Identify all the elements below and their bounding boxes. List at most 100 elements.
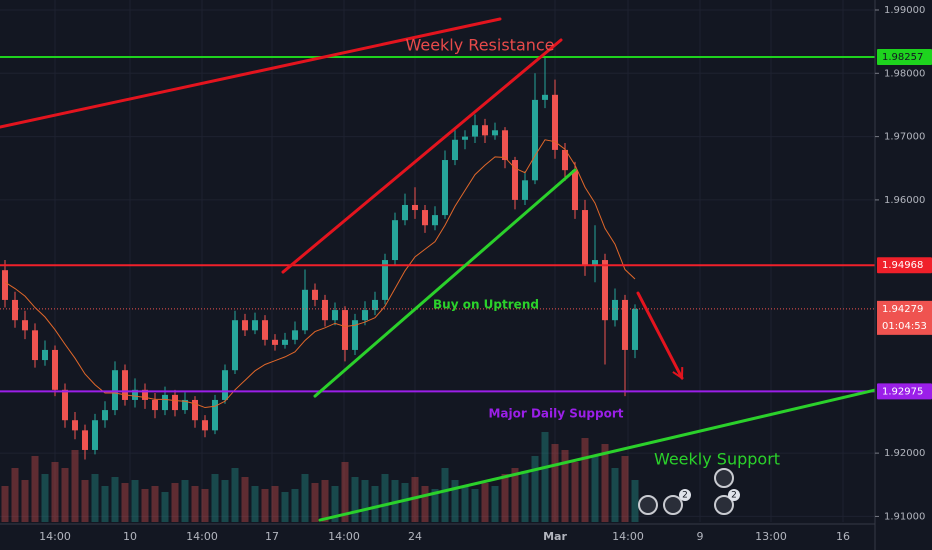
y-tick-label: 1.92000 (884, 448, 925, 459)
candle-body (92, 420, 98, 450)
volume-bar (101, 486, 109, 522)
candle-body (632, 308, 638, 350)
candle-body (562, 149, 568, 171)
candle-body (542, 94, 548, 100)
candle-body (452, 139, 458, 161)
volume-bar (601, 444, 609, 522)
volume-bar (461, 486, 469, 522)
candle-body (312, 289, 318, 300)
candle-body (442, 160, 448, 216)
price-label: 1.94968 (882, 260, 923, 271)
trend-line (281, 38, 563, 274)
candle-body (222, 370, 228, 400)
candle-body (72, 420, 78, 431)
candle-body (152, 399, 158, 411)
event-icon[interactable] (714, 495, 734, 515)
volume-bar (581, 438, 589, 522)
trend-line (636, 291, 684, 380)
event-icon[interactable] (714, 468, 734, 488)
event-icon[interactable] (663, 495, 683, 515)
candle-body (292, 330, 298, 340)
trend-line (313, 168, 577, 398)
volume-bar (441, 468, 449, 522)
moving-average (4, 139, 636, 409)
candle-body (192, 399, 198, 421)
candle-body (62, 389, 68, 421)
volume-bar (321, 480, 329, 522)
volume-bar (211, 474, 219, 522)
event-badge-text: 2 (731, 491, 737, 501)
x-tick-label: 24 (408, 530, 422, 543)
x-tick-label: 16 (836, 530, 850, 543)
candle-body (382, 260, 388, 300)
candle-body (172, 394, 178, 411)
candle-body (482, 125, 488, 136)
candle-body (602, 260, 608, 321)
volume-bar (261, 489, 269, 522)
candle-body (22, 320, 28, 331)
candle-body (552, 94, 558, 150)
volume-bar (451, 480, 459, 522)
volume-bar (11, 468, 19, 522)
volume-bar (361, 480, 369, 522)
volume-bar (511, 468, 519, 522)
candle-body (622, 299, 628, 350)
candle-body (202, 420, 208, 431)
volume-bar (241, 477, 249, 522)
trend-line (0, 17, 502, 129)
volume-bar (431, 489, 439, 522)
last-price-box (877, 300, 932, 335)
volume-bar (611, 468, 619, 522)
volume-bar (281, 492, 289, 522)
volume-bar (201, 489, 209, 522)
x-tick-label: 14:00 (612, 530, 644, 543)
volume-bar (331, 486, 339, 522)
candle-body (112, 370, 118, 411)
candle-body (2, 270, 8, 300)
volume-bar (181, 480, 189, 522)
candle-body (122, 370, 128, 400)
volume-bar (271, 486, 279, 522)
volume-bar (81, 480, 89, 522)
price-label-box (877, 49, 932, 66)
volume-bar (91, 474, 99, 522)
volume-bar (551, 444, 559, 522)
candle-body (492, 130, 498, 136)
volume-bar (251, 486, 259, 522)
candle-body (412, 204, 418, 211)
volume-bar (291, 489, 299, 522)
x-tick-label: 14:00 (186, 530, 218, 543)
candle-body (362, 310, 368, 321)
candle-body (232, 320, 238, 371)
candle-body (572, 170, 578, 211)
event-badge-text: 2 (682, 491, 688, 501)
axis-labels: 1.99000 1.98000 1.97000 1.96000 1.92000 1.910… (39, 5, 932, 543)
y-tick-label: 1.96000 (884, 195, 925, 206)
x-tick-label: 10 (123, 530, 137, 543)
candle-body (212, 399, 218, 431)
candle-body (12, 299, 18, 321)
event-icons[interactable]: 2 2 (638, 468, 740, 515)
arrow-head (672, 367, 684, 380)
volume-bar (61, 468, 69, 522)
candle-body (162, 394, 168, 411)
annotation-text: Major Daily Support (488, 406, 623, 420)
volume-bar (51, 462, 59, 522)
volume-bar (401, 483, 409, 522)
candle-body (282, 339, 288, 345)
volume-bar (161, 492, 169, 522)
volume-bar (421, 486, 429, 522)
volume-bar (491, 486, 499, 522)
candle-body (182, 399, 188, 411)
candle-body (372, 299, 378, 311)
annotation-text: Weekly Support (654, 450, 780, 469)
event-icon[interactable] (638, 495, 658, 515)
candle-body (472, 125, 478, 137)
volume-bar (541, 432, 549, 522)
volume-bar (131, 480, 139, 522)
candles (2, 56, 638, 460)
candle-body (252, 320, 258, 331)
volume-bar (351, 477, 359, 522)
volume-bar (481, 483, 489, 522)
